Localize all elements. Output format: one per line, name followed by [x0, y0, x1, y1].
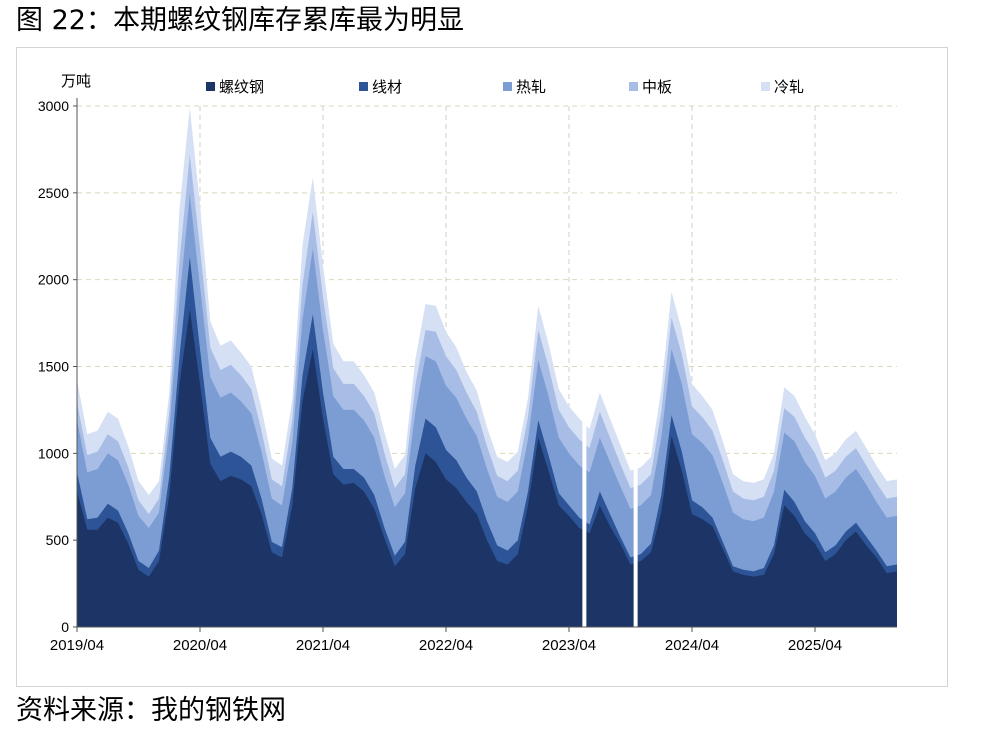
legend-label-5: 冷轧 — [774, 79, 804, 96]
chart-frame: 0 500 1000 1500 2000 2500 3000 2019/04 2020/04 20… — [16, 47, 948, 687]
area-series-1 — [77, 309, 897, 627]
x-tick-label: 2024/04 — [665, 637, 719, 654]
x-tick-label: 2022/04 — [419, 637, 473, 654]
x-tick-label: 2025/04 — [788, 637, 842, 654]
y-unit-label: 万吨 — [61, 73, 91, 90]
figure-source: 资料来源：我的钢铁网 — [16, 695, 286, 726]
x-tick-label: 2020/04 — [173, 637, 227, 654]
y-tick-label: 2000 — [38, 272, 69, 288]
y-tick-label: 1500 — [38, 359, 69, 375]
figure-title: 图 22：本期螺纹钢库存累库最为明显 — [16, 5, 464, 36]
y-tick-label: 2500 — [38, 185, 69, 201]
y-tick-label: 1000 — [38, 445, 69, 461]
x-tick-label: 2023/04 — [542, 637, 596, 654]
y-tick-label: 3000 — [38, 98, 69, 114]
legend-swatch-3 — [503, 82, 512, 91]
legend-label-4: 中板 — [642, 78, 672, 96]
x-tick-label: 2021/04 — [296, 637, 350, 654]
data-gap — [633, 106, 638, 627]
legend-swatch-5 — [761, 82, 770, 91]
x-tick-label: 2019/04 — [50, 637, 104, 654]
legend-swatch-1 — [206, 82, 215, 91]
legend-label-3: 热轧 — [516, 79, 546, 96]
legend-label-2: 线材 — [372, 79, 402, 96]
legend-swatch-4 — [629, 82, 638, 91]
data-gap — [582, 106, 587, 627]
stacked-area-chart: 0 500 1000 1500 2000 2500 3000 2019/04 2020/04 20… — [38, 73, 897, 654]
y-tick-label: 500 — [46, 532, 70, 548]
y-tick-label: 0 — [61, 619, 69, 635]
legend-label-1: 螺纹钢 — [219, 79, 264, 96]
legend-swatch-2 — [359, 82, 368, 91]
